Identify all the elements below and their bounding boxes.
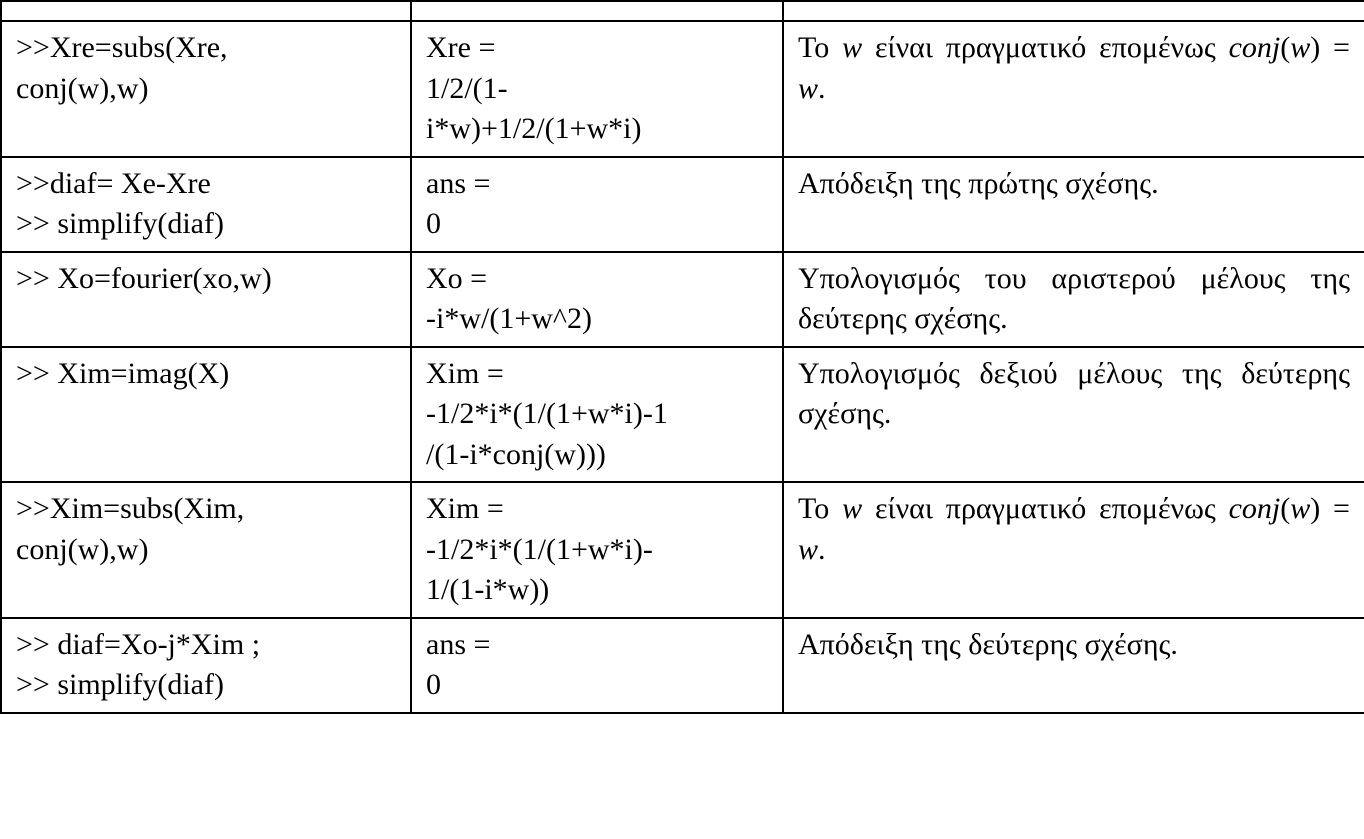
explanation-cell: Υπολογισμός του αριστερού μέλους της δεύ… xyxy=(783,252,1364,347)
explanation-cell: Το w είναι πραγματικό επομένως conj(w) =… xyxy=(783,21,1364,157)
table-row: >> Xo=fourier(xo,w) Xo = -i*w/(1+w^2) Υπ… xyxy=(1,252,1364,347)
output-cell: ans = 0 xyxy=(411,618,783,713)
command-cell: >>Xim=subs(Xim, conj(w),w) xyxy=(1,482,411,618)
var-w: w xyxy=(798,72,818,105)
code-line: >> diaf=Xo-j*Xim ; xyxy=(16,625,396,666)
table-row: >> diaf=Xo-j*Xim ; >> simplify(diaf) ans… xyxy=(1,618,1364,713)
output-line: 1/2/(1- xyxy=(426,69,768,110)
text: ( xyxy=(1280,31,1290,64)
table-row: >>Xre=subs(Xre, conj(w),w) Xre = 1/2/(1-… xyxy=(1,21,1364,157)
output-cell: Xre = 1/2/(1- i*w)+1/2/(1+w*i) xyxy=(411,21,783,157)
text: είναι πραγματικό επομένως xyxy=(862,31,1228,64)
output-line: Xim = xyxy=(426,354,768,395)
func-conj: conj xyxy=(1229,31,1281,64)
text: Υπολογισμός του αριστερού μέλους της δεύ… xyxy=(798,262,1350,336)
text: ) = xyxy=(1310,31,1350,64)
var-w: w xyxy=(842,31,862,64)
code-line: conj(w),w) xyxy=(16,69,396,110)
text: . xyxy=(818,72,826,105)
output-line: -1/2*i*(1/(1+w*i)-1 xyxy=(426,394,768,435)
code-line: >>diaf= Xe-Xre xyxy=(16,164,396,205)
explanation-cell: Απόδειξη της πρώτης σχέσης. xyxy=(783,157,1364,252)
text: Απόδειξη της δεύτερης σχέσης. xyxy=(798,628,1178,661)
code-line: >> simplify(diaf) xyxy=(16,665,396,706)
text: είναι πραγματικό επομένως xyxy=(862,492,1228,525)
var-w: w xyxy=(1290,31,1310,64)
command-cell: >> diaf=Xo-j*Xim ; >> simplify(diaf) xyxy=(1,618,411,713)
output-cell: Xim = -1/2*i*(1/(1+w*i)- 1/(1-i*w)) xyxy=(411,482,783,618)
func-conj: conj xyxy=(1229,492,1281,525)
output-line: -1/2*i*(1/(1+w*i)- xyxy=(426,530,768,571)
text: Το xyxy=(798,31,842,64)
output-line: -i*w/(1+w^2) xyxy=(426,299,768,340)
code-line: conj(w),w) xyxy=(16,530,396,571)
output-line: i*w)+1/2/(1+w*i) xyxy=(426,109,768,150)
table-row: >>Xim=subs(Xim, conj(w),w) Xim = -1/2*i*… xyxy=(1,482,1364,618)
explanation-cell: Το w είναι πραγματικό επομένως conj(w) =… xyxy=(783,482,1364,618)
output-line: 0 xyxy=(426,665,768,706)
matlab-reference-table: >>Xre=subs(Xre, conj(w),w) Xre = 1/2/(1-… xyxy=(0,0,1364,714)
output-line: 0 xyxy=(426,204,768,245)
output-cell: ans = 0 xyxy=(411,157,783,252)
table-header-strip xyxy=(1,1,1364,21)
text: Υπολογισμός δεξιού μέλους της δεύτερης σ… xyxy=(798,357,1350,431)
text: Απόδειξη της πρώτης σχέσης. xyxy=(798,167,1159,200)
output-cell: Xo = -i*w/(1+w^2) xyxy=(411,252,783,347)
text: ) = xyxy=(1310,492,1350,525)
code-line: >> Xim=imag(X) xyxy=(16,354,396,395)
code-line: >>Xre=subs(Xre, xyxy=(16,28,396,69)
code-line: >>Xim=subs(Xim, xyxy=(16,489,396,530)
var-w: w xyxy=(798,533,818,566)
var-w: w xyxy=(1290,492,1310,525)
table-row: >> Xim=imag(X) Xim = -1/2*i*(1/(1+w*i)-1… xyxy=(1,347,1364,483)
code-line: >> simplify(diaf) xyxy=(16,204,396,245)
code-line: >> Xo=fourier(xo,w) xyxy=(16,259,396,300)
output-line: /(1-i*conj(w))) xyxy=(426,435,768,476)
output-line: Xo = xyxy=(426,259,768,300)
explanation-cell: Υπολογισμός δεξιού μέλους της δεύτερης σ… xyxy=(783,347,1364,483)
command-cell: >> Xim=imag(X) xyxy=(1,347,411,483)
output-line: Xim = xyxy=(426,489,768,530)
output-cell: Xim = -1/2*i*(1/(1+w*i)-1 /(1-i*conj(w))… xyxy=(411,347,783,483)
output-line: Xre = xyxy=(426,28,768,69)
header-cell xyxy=(1,1,411,21)
command-cell: >> Xo=fourier(xo,w) xyxy=(1,252,411,347)
output-line: ans = xyxy=(426,625,768,666)
var-w: w xyxy=(842,492,862,525)
header-cell xyxy=(783,1,1364,21)
text: ( xyxy=(1280,492,1290,525)
text: Το xyxy=(798,492,842,525)
explanation-cell: Απόδειξη της δεύτερης σχέσης. xyxy=(783,618,1364,713)
command-cell: >>Xre=subs(Xre, conj(w),w) xyxy=(1,21,411,157)
text: . xyxy=(818,533,826,566)
output-line: 1/(1-i*w)) xyxy=(426,570,768,611)
header-cell xyxy=(411,1,783,21)
output-line: ans = xyxy=(426,164,768,205)
command-cell: >>diaf= Xe-Xre >> simplify(diaf) xyxy=(1,157,411,252)
table-row: >>diaf= Xe-Xre >> simplify(diaf) ans = 0… xyxy=(1,157,1364,252)
